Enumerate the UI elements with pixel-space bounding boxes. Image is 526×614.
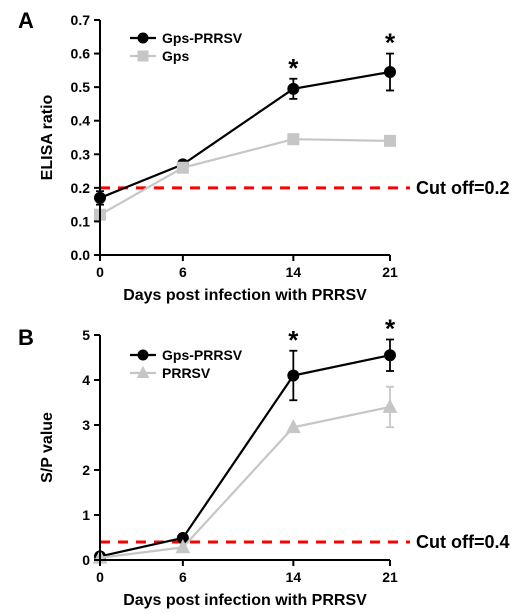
svg-text:PRRSV: PRRSV	[162, 365, 211, 381]
svg-text:0.2: 0.2	[71, 180, 91, 196]
svg-text:Gps-PRRSV: Gps-PRRSV	[162, 347, 243, 363]
svg-text:0.3: 0.3	[71, 146, 91, 162]
svg-text:0: 0	[96, 264, 104, 280]
svg-text:0.0: 0.0	[71, 247, 91, 263]
svg-text:B: B	[18, 325, 34, 350]
svg-text:ELISA ratio: ELISA ratio	[39, 94, 56, 180]
svg-text:14: 14	[286, 264, 302, 280]
svg-text:0.5: 0.5	[71, 79, 91, 95]
svg-text:0.1: 0.1	[71, 213, 91, 229]
svg-text:S/P value: S/P value	[39, 412, 56, 483]
svg-text:1: 1	[82, 507, 90, 523]
svg-text:21: 21	[382, 264, 398, 280]
svg-text:Cut off=0.4: Cut off=0.4	[416, 532, 510, 552]
svg-text:0: 0	[82, 552, 90, 568]
svg-text:*: *	[288, 53, 299, 83]
svg-text:0.4: 0.4	[71, 113, 91, 129]
svg-text:Days post infection with PRRSV: Days post infection with PRRSV	[123, 592, 367, 609]
svg-text:14: 14	[286, 569, 302, 585]
svg-text:3: 3	[82, 417, 90, 433]
svg-text:Gps-PRRSV: Gps-PRRSV	[162, 30, 243, 46]
svg-text:Cut off=0.2: Cut off=0.2	[416, 178, 510, 198]
figure-container: **0.00.10.20.30.40.50.60.7061421Days pos…	[0, 0, 526, 614]
svg-text:0: 0	[96, 569, 104, 585]
svg-text:2: 2	[82, 462, 90, 478]
svg-text:6: 6	[179, 569, 187, 585]
svg-text:4: 4	[82, 372, 90, 388]
svg-text:0.6: 0.6	[71, 46, 91, 62]
svg-text:*: *	[385, 314, 396, 344]
svg-text:Days post infection with PRRSV: Days post infection with PRRSV	[123, 287, 367, 304]
svg-text:A: A	[18, 8, 34, 33]
svg-text:6: 6	[179, 264, 187, 280]
svg-text:*: *	[385, 28, 396, 58]
svg-text:0.7: 0.7	[71, 12, 91, 28]
svg-text:21: 21	[382, 569, 398, 585]
svg-text:*: *	[288, 325, 299, 355]
figure-svg: **0.00.10.20.30.40.50.60.7061421Days pos…	[0, 0, 526, 614]
svg-text:5: 5	[82, 327, 90, 343]
svg-text:Gps: Gps	[162, 48, 189, 64]
